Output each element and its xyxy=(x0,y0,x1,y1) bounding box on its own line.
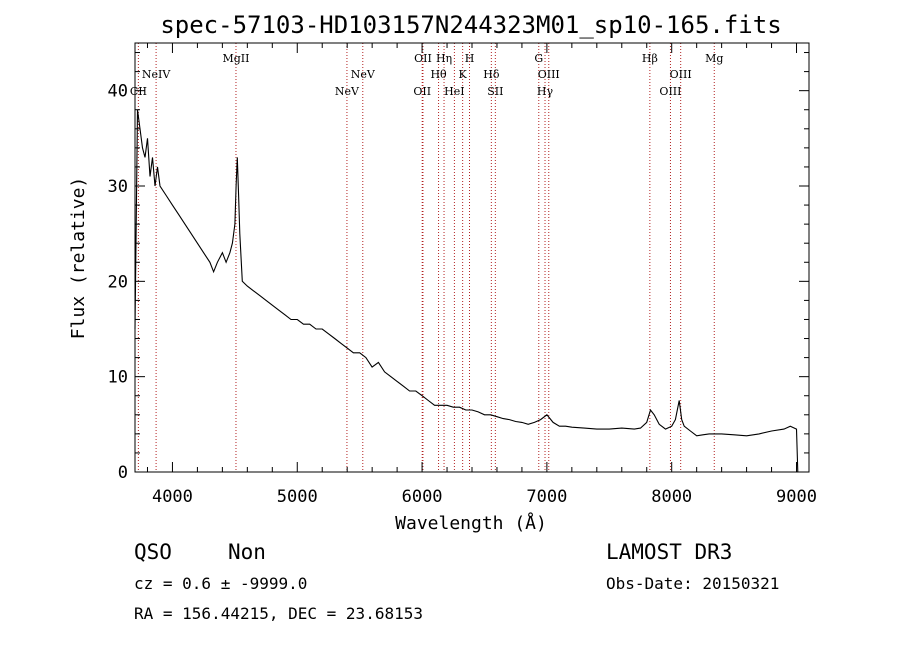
line-marker-label: NeV xyxy=(335,85,360,98)
line-marker-label: NeIV xyxy=(142,68,171,81)
line-marker-label: Hγ xyxy=(537,85,554,98)
coordinates-info: RA = 156.44215, DEC = 23.68153 xyxy=(134,604,423,623)
survey-name: LAMOST DR3 xyxy=(606,540,732,564)
x-tick-label: 6000 xyxy=(402,487,443,507)
line-marker-label: Hη xyxy=(436,52,452,65)
line-marker-label: HeI xyxy=(444,85,464,98)
x-tick-label: 5000 xyxy=(277,487,318,507)
y-axis-ticks: 0 10 20 30 40 xyxy=(108,52,809,483)
line-marker-label: OII xyxy=(413,85,431,98)
line-marker-label: OII xyxy=(414,52,432,65)
x-tick-label: 7000 xyxy=(526,487,567,507)
line-marker-label: MgII xyxy=(222,52,249,65)
line-marker-label: K xyxy=(459,68,468,81)
y-tick-label: 0 xyxy=(118,463,128,483)
y-axis-label: Flux (relative) xyxy=(68,177,89,340)
line-marker-label: NeV xyxy=(351,68,376,81)
redshift-info: cz = 0.6 ± -9999.0 xyxy=(134,574,307,593)
emission-line-markers xyxy=(137,43,715,472)
line-marker-label: Hβ xyxy=(642,52,658,65)
object-subclass: Non xyxy=(228,540,266,564)
line-marker-label: H xyxy=(465,52,475,65)
x-tick-label: 9000 xyxy=(776,487,817,507)
line-marker-label: CII xyxy=(130,85,147,98)
plot-frame xyxy=(134,42,810,473)
line-marker-label: OIII xyxy=(659,85,681,98)
chart-title: spec-57103-HD103157N244323M01_sp10-165.f… xyxy=(160,11,781,39)
y-tick-label: 30 xyxy=(108,177,128,197)
line-marker-label: SII xyxy=(487,85,503,98)
line-marker-label: OIII xyxy=(670,68,692,81)
line-marker-label: Mg xyxy=(705,52,723,65)
observation-date: Obs-Date: 20150321 xyxy=(606,574,779,593)
spectrum-line xyxy=(134,109,799,473)
y-tick-label: 20 xyxy=(108,272,128,292)
x-tick-label: 8000 xyxy=(651,487,692,507)
x-tick-label: 4000 xyxy=(152,487,193,507)
y-tick-label: 40 xyxy=(108,82,128,102)
object-class: QSO xyxy=(134,540,172,564)
line-marker-label: G xyxy=(534,52,543,65)
x-axis-label: Wavelength (Å) xyxy=(395,512,547,534)
line-marker-label: Hδ xyxy=(483,68,500,81)
emission-line-labels: CII NeIV MgII NeV NeV OII OII Hθ Hη HeI KH Hδ SII G Hγ… xyxy=(130,52,724,98)
y-tick-label: 10 xyxy=(108,368,128,388)
line-marker-label: OIII xyxy=(538,68,560,81)
line-marker-label: Hθ xyxy=(430,68,447,81)
x-axis-ticks: 4000 5000 6000 7000 8000 9000 xyxy=(146,43,817,507)
